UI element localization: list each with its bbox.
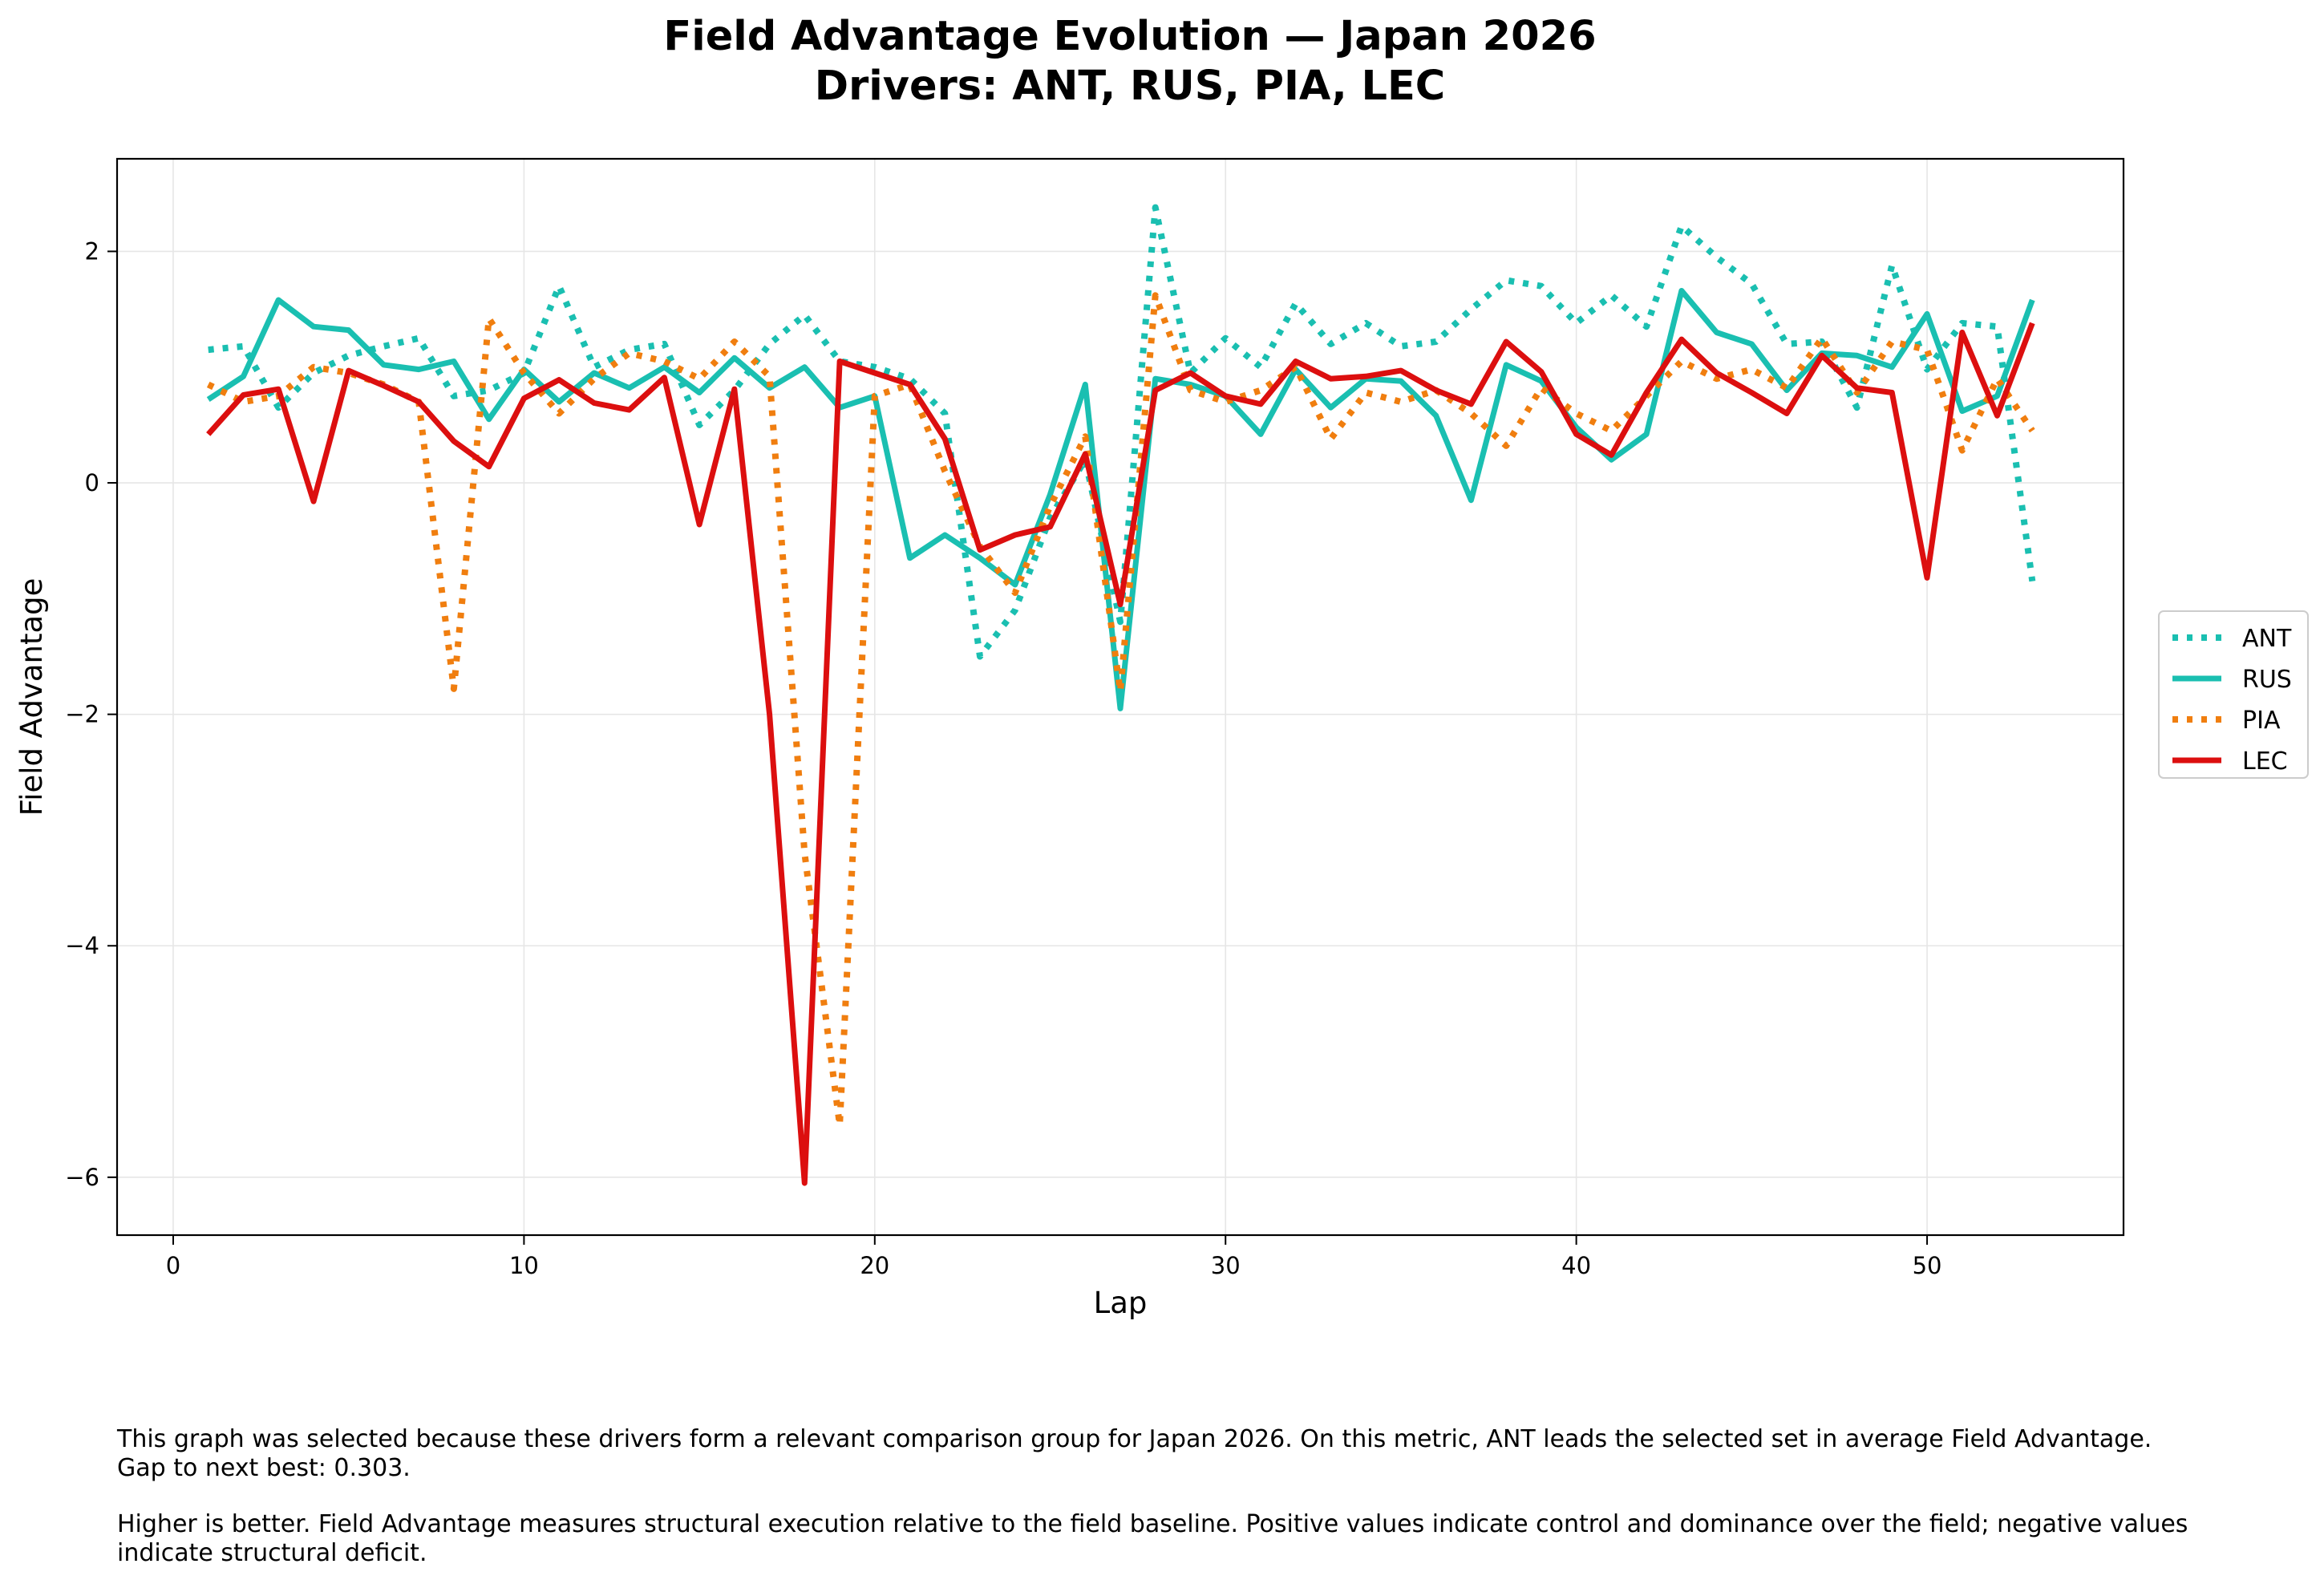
legend-label-ant: ANT — [2242, 625, 2292, 653]
series-layer — [206, 204, 2036, 1186]
x-tick-label: 30 — [1211, 1252, 1241, 1279]
chart-subtitle: Drivers: ANT, RUS, PIA, LEC — [815, 63, 1445, 110]
x-tick-label: 20 — [860, 1252, 889, 1279]
legend: ANT RUS PIA LEC — [2158, 610, 2309, 779]
caption-metric-description: Higher is better. Field Advantage measur… — [117, 1510, 2188, 1567]
x-tick-label: 0 — [166, 1252, 180, 1279]
y-tick-label: −6 — [65, 1164, 99, 1191]
legend-label-rus: RUS — [2242, 666, 2292, 694]
series-line-lec — [206, 322, 2035, 1186]
plot-frame — [115, 157, 2125, 1237]
x-tick-label: 10 — [509, 1252, 539, 1279]
y-axis-label: Field Advantage — [14, 578, 49, 816]
y-tick-label: 2 — [85, 237, 99, 265]
series-line-rus — [206, 288, 2035, 711]
series-line-pia — [206, 292, 2035, 1128]
axis-ticks: 0 10 20 30 40 50 −6 −4 −2 0 2 — [65, 237, 1941, 1279]
series-line-ant — [208, 204, 2036, 660]
x-tick-label: 40 — [1561, 1252, 1591, 1279]
legend-label-lec: LEC — [2242, 747, 2288, 776]
grid-lines — [117, 159, 2124, 1235]
caption-selection-note: This graph was selected because these dr… — [117, 1425, 2152, 1482]
x-tick-label: 50 — [1913, 1252, 1942, 1279]
legend-frame — [2158, 610, 2309, 779]
legend-label-pia: PIA — [2242, 707, 2281, 735]
x-axis-label: Lap — [1094, 1286, 1148, 1320]
y-tick-label: −4 — [65, 932, 99, 959]
y-tick-label: −2 — [65, 701, 99, 728]
line-chart: Field Advantage Evolution — Japan 2026 D… — [14, 13, 2309, 1320]
y-tick-label: 0 — [85, 469, 99, 496]
chart-title: Field Advantage Evolution — Japan 2026 — [663, 13, 1596, 60]
